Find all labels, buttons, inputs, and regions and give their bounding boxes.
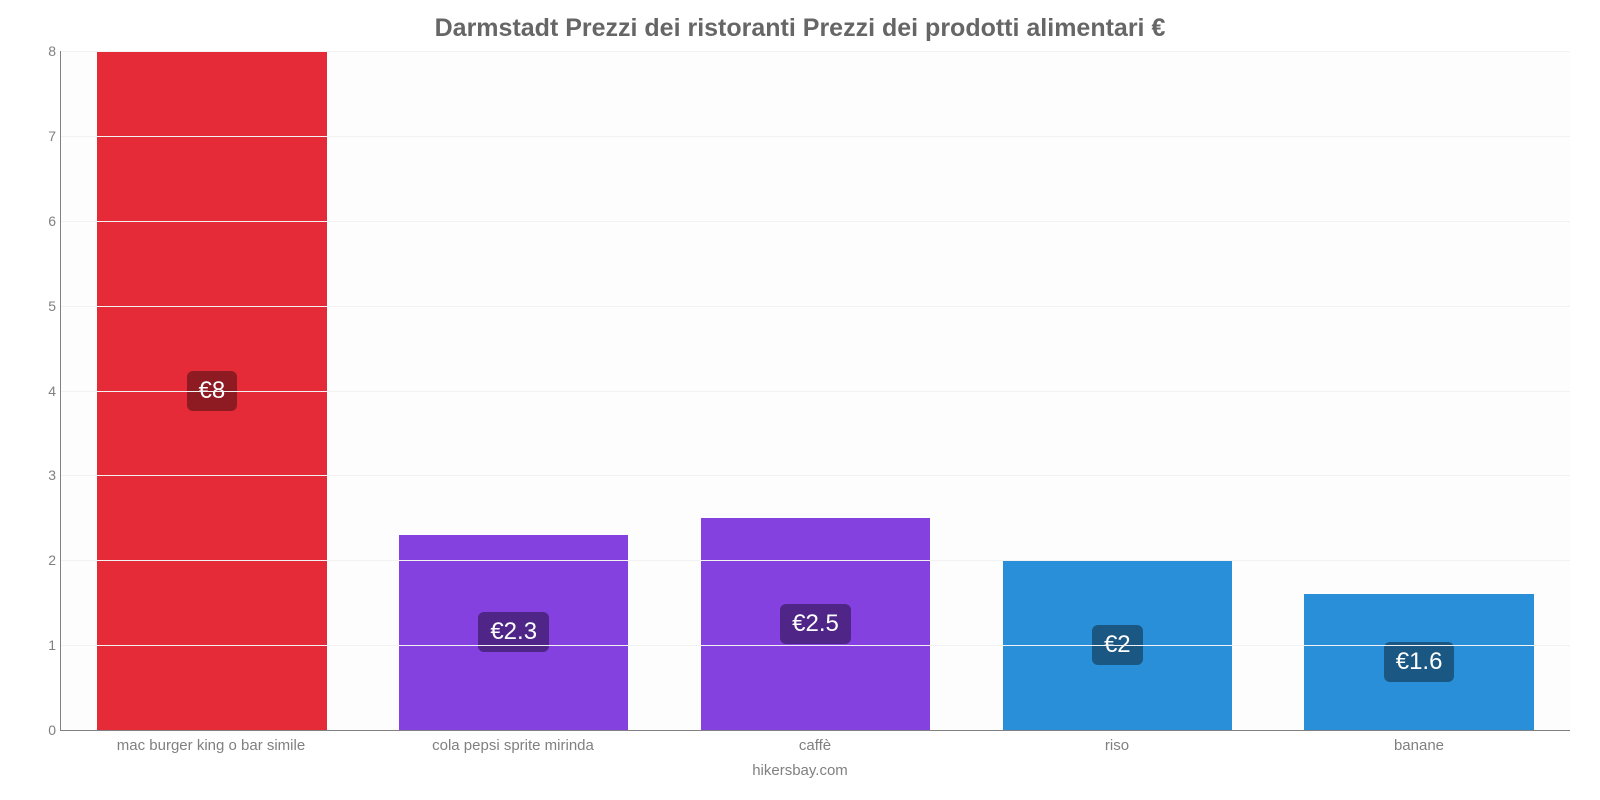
gridline [61,306,1570,307]
x-tick-label: cola pepsi sprite mirinda [362,737,664,754]
chart-title: Darmstadt Prezzi dei ristoranti Prezzi d… [20,14,1580,43]
y-tick-label: 5 [31,298,56,314]
gridline [61,645,1570,646]
value-badge: €2.5 [780,604,851,644]
gridline [61,475,1570,476]
y-tick-label: 1 [31,637,56,653]
value-badge: €2.3 [478,612,549,652]
bar: €2.3 [399,535,628,730]
y-tick-label: 2 [31,552,56,568]
gridline [61,51,1570,52]
gridline [61,221,1570,222]
gridline [61,391,1570,392]
x-tick-label: banane [1268,737,1570,754]
y-tick-label: 6 [31,213,56,229]
bar: €1.6 [1304,594,1533,730]
y-tick-label: 8 [31,43,56,59]
gridline [61,136,1570,137]
gridline [61,560,1570,561]
attribution-text: hikersbay.com [20,762,1580,779]
plot-area: €8€2.3€2.5€2€1.6 012345678 [60,51,1570,731]
y-tick-label: 3 [31,467,56,483]
y-tick-label: 7 [31,128,56,144]
value-badge: €1.6 [1384,642,1455,682]
bar: €2.5 [701,518,930,730]
x-tick-label: caffè [664,737,966,754]
x-tick-label: riso [966,737,1268,754]
price-bar-chart: Darmstadt Prezzi dei ristoranti Prezzi d… [0,0,1600,800]
y-tick-label: 4 [31,383,56,399]
x-axis: mac burger king o bar similecola pepsi s… [60,737,1570,754]
y-tick-label: 0 [31,722,56,738]
x-tick-label: mac burger king o bar simile [60,737,362,754]
